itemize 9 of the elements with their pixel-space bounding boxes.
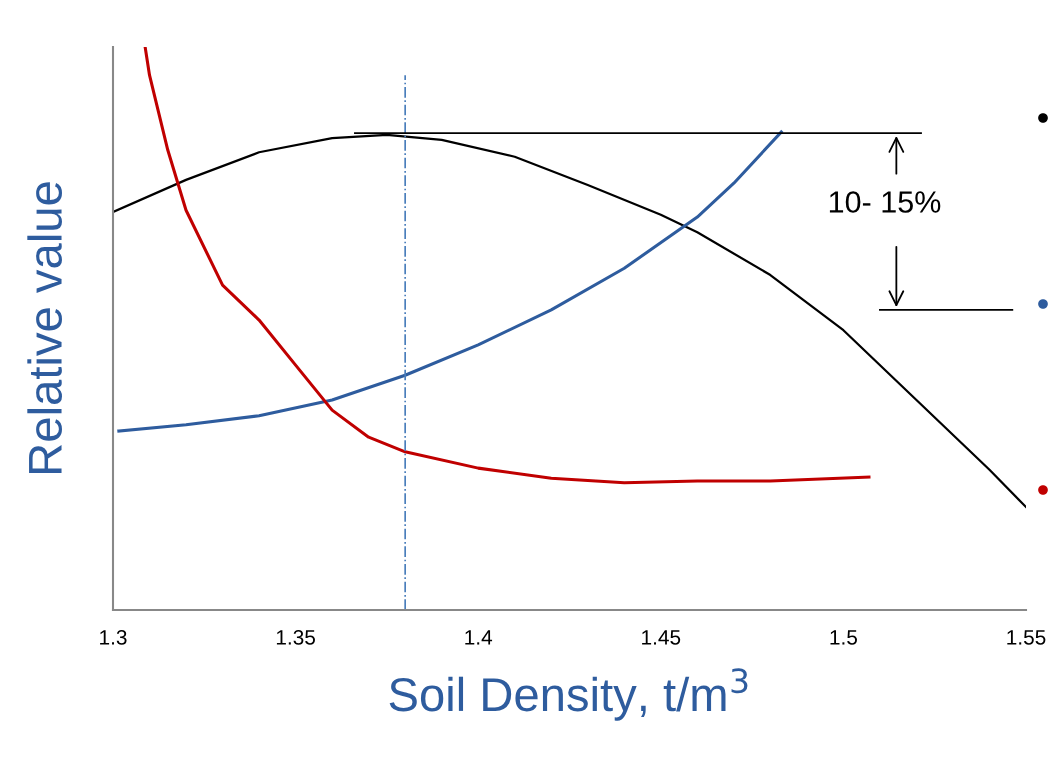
x-tick-label: 1.4 — [465, 630, 493, 645]
annotation: 10- 15% — [829, 191, 941, 213]
x-axis-title: Soil Density, t/m$^{3}$ — [389, 668, 748, 721]
x-tick-label: 1.55 — [1007, 630, 1046, 645]
x-tick-label: 1.35 — [276, 629, 315, 645]
y-axis-title: Relative value — [27, 182, 62, 473]
x-tick-label: 1.45 — [642, 630, 681, 645]
x-tick-label: 1.3 — [100, 629, 127, 645]
x-tick-label: 1.5 — [830, 630, 858, 645]
